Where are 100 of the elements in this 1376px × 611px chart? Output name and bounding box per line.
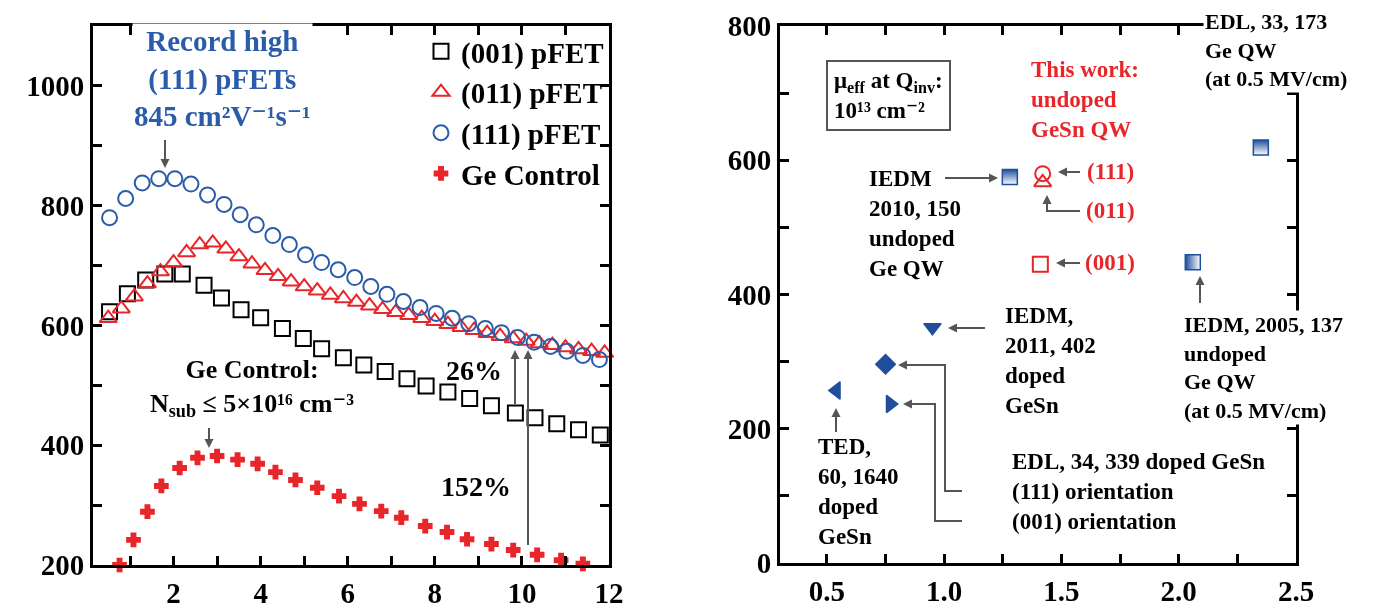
- point: [346, 269, 364, 287]
- point: [476, 319, 494, 337]
- point: [172, 460, 187, 476]
- point: [443, 309, 461, 327]
- point: [166, 170, 184, 188]
- point: [331, 488, 347, 504]
- x-tick-label: 8: [427, 576, 443, 609]
- point: [216, 240, 236, 254]
- point: [176, 243, 197, 258]
- y-tick-label: 800: [40, 189, 85, 222]
- point: [875, 353, 897, 375]
- x-tick-label: 2: [166, 576, 181, 609]
- point: [255, 261, 275, 276]
- point: [195, 276, 213, 294]
- point: [190, 236, 210, 250]
- y-tick-label: 200: [727, 412, 772, 445]
- point: [574, 346, 592, 364]
- point: [126, 532, 141, 548]
- point: [307, 282, 327, 296]
- point: [526, 409, 544, 427]
- y-tick-label: 0: [756, 547, 772, 580]
- point: [334, 349, 352, 367]
- point: [190, 450, 205, 466]
- point: [294, 330, 312, 348]
- annotation: EDL, 34, 339 doped GeSn (111) orientation (001) orientation: [1012, 449, 1266, 534]
- point: [268, 267, 288, 282]
- point: [268, 464, 283, 480]
- x-tick-label: 12: [594, 576, 624, 609]
- y-tick-label: 400: [727, 278, 772, 311]
- point: [212, 289, 230, 307]
- point: [482, 397, 500, 415]
- point: [373, 503, 389, 519]
- point: [529, 547, 545, 563]
- point: [568, 340, 589, 355]
- point: [590, 351, 608, 369]
- point: [101, 209, 119, 227]
- point: [885, 394, 899, 414]
- point: [355, 356, 373, 374]
- point: [385, 303, 406, 318]
- point: [439, 524, 455, 540]
- point: [558, 342, 576, 360]
- point: [273, 319, 291, 337]
- annotation: Record high (111) pFETs 845 cm²V⁻¹s⁻¹: [134, 25, 311, 133]
- point: [352, 496, 367, 512]
- point: [509, 328, 527, 346]
- annotation: IEDM, 2005, 137 undoped Ge QW (at 0.5 MV/cm): [1184, 312, 1343, 423]
- x-tick-label: 2.0: [1160, 574, 1197, 607]
- point: [376, 363, 394, 381]
- annotation: TED, 60, 1640 doped GeSn: [818, 434, 899, 549]
- point: [591, 426, 609, 444]
- point: [1031, 255, 1049, 273]
- point: [542, 337, 560, 355]
- series-label: (111): [1087, 159, 1135, 184]
- point: [378, 285, 396, 303]
- point: [1033, 173, 1053, 188]
- point: [320, 286, 340, 300]
- point: [506, 404, 524, 422]
- x-tick-label: 6: [340, 576, 355, 609]
- point: [548, 415, 566, 433]
- point: [529, 334, 549, 349]
- point: [264, 227, 282, 245]
- point: [199, 186, 217, 204]
- y-tick-label: 400: [40, 429, 85, 462]
- point: [525, 333, 543, 351]
- annotation: EDL, 33, 173 Ge QW (at 0.5 MV/cm): [1205, 9, 1348, 92]
- point: [439, 383, 457, 401]
- point: [281, 273, 301, 287]
- point: [451, 318, 471, 332]
- x-tick-label: 4: [253, 576, 268, 609]
- point: [150, 170, 168, 188]
- point: [242, 255, 262, 269]
- series-label: (001): [1085, 250, 1135, 275]
- annotation: IEDM, 2011, 402 doped GeSn: [1005, 303, 1096, 418]
- point: [398, 370, 416, 388]
- point: [215, 195, 233, 213]
- point: [229, 248, 249, 262]
- point: [98, 309, 118, 324]
- point: [297, 246, 314, 264]
- point: [140, 504, 155, 520]
- series-label: (011): [1086, 198, 1135, 223]
- point: [280, 236, 298, 254]
- annotation: This work: undoped GeSn QW: [1031, 57, 1139, 142]
- y-tick-label: 600: [40, 309, 85, 342]
- point: [1184, 254, 1202, 271]
- point: [230, 452, 245, 467]
- point: [173, 265, 191, 283]
- point: [1252, 139, 1270, 156]
- point: [133, 174, 151, 192]
- point: [288, 472, 303, 488]
- point: [570, 421, 588, 439]
- point: [393, 510, 409, 526]
- annotation: μ$_{eff}$ at Q$_{inv}$: 10¹³ cm⁻²: [834, 68, 943, 123]
- point: [399, 306, 419, 321]
- point: [516, 332, 536, 346]
- point: [460, 315, 478, 333]
- point: [231, 206, 249, 224]
- annotation: IEDM 2010, 150 undoped Ge QW: [869, 166, 961, 281]
- point: [313, 254, 331, 272]
- point: [484, 536, 499, 552]
- point: [117, 189, 135, 207]
